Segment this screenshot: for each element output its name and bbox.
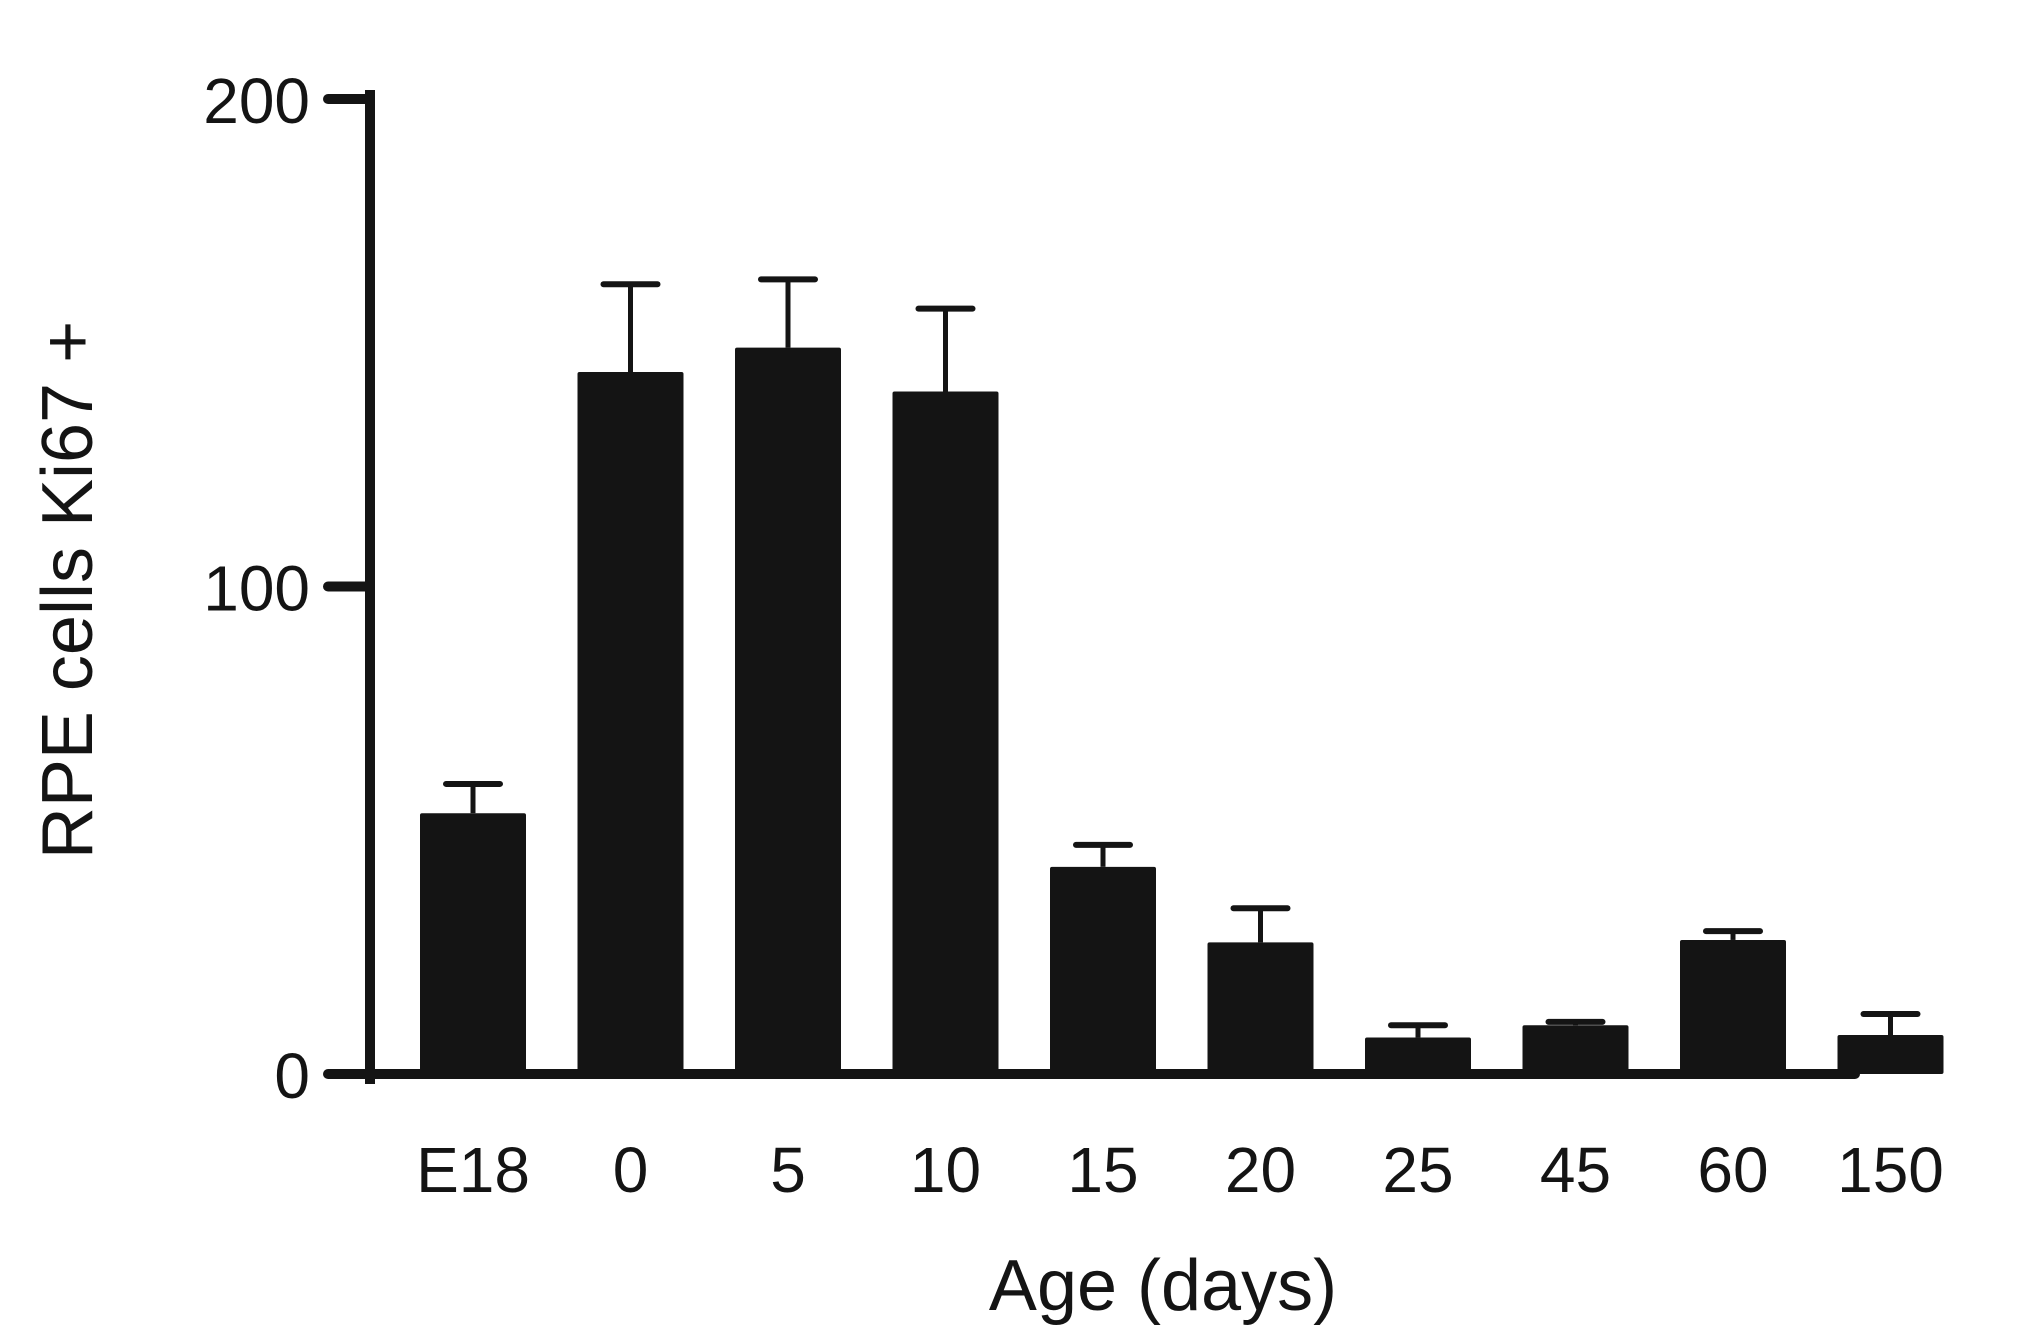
error-bars: [443, 276, 1921, 1038]
bar-45: [1522, 1025, 1629, 1074]
y-axis-title: RPE cells Ki67 +: [28, 321, 108, 859]
bar-E18: [420, 813, 526, 1074]
bar-150: [1837, 1035, 1944, 1074]
x-tick-label: 0: [613, 1134, 649, 1206]
y-tick-labels: 0 100 200: [203, 65, 310, 1112]
y-tick-label: 100: [203, 553, 310, 625]
bar-0: [577, 372, 684, 1074]
x-tick-label: 10: [910, 1134, 981, 1206]
x-tick-label: 15: [1067, 1134, 1138, 1206]
x-tick-label: 5: [770, 1134, 806, 1206]
x-tick-label: 25: [1382, 1134, 1453, 1206]
bar-20: [1207, 942, 1314, 1074]
x-tick-labels: E18 0 5 10 15 20 25 45 60 150: [416, 1134, 1944, 1206]
x-tick-label: E18: [416, 1134, 530, 1206]
bar-60: [1680, 939, 1786, 1074]
bar-15: [1050, 866, 1156, 1074]
bars: [420, 347, 1944, 1074]
x-tick-label: 45: [1540, 1134, 1611, 1206]
x-tick-label: 60: [1697, 1134, 1768, 1206]
bar-5: [735, 347, 841, 1074]
x-tick-label: 20: [1225, 1134, 1296, 1206]
bar-25: [1365, 1037, 1471, 1074]
x-tick-label: 150: [1837, 1134, 1944, 1206]
y-tick-label: 200: [203, 65, 310, 137]
bar-10: [892, 391, 999, 1074]
y-tick-label: 0: [274, 1040, 310, 1112]
x-axis-title: Age (days): [989, 1246, 1337, 1326]
